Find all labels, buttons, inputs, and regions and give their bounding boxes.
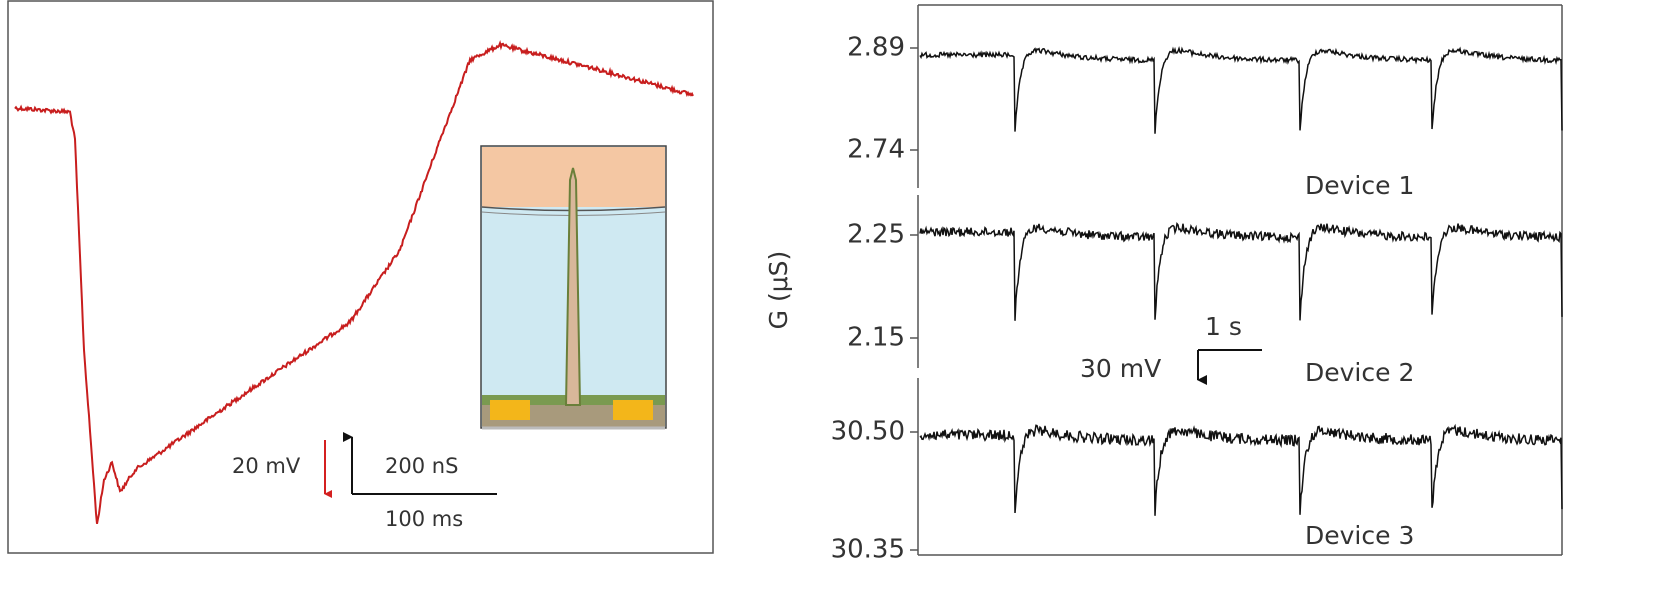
- y-tick-label: 2.89: [847, 33, 905, 63]
- time-label: 1 s: [1205, 312, 1242, 341]
- y-tick-label: 2.25: [847, 220, 905, 250]
- voltage-trace: [14, 39, 694, 524]
- y-axis-label: G (μS): [764, 251, 793, 330]
- y-tick-label: 2.74: [847, 135, 905, 165]
- device-label: Device 2: [1305, 358, 1414, 387]
- device-inset: [480, 145, 667, 430]
- conductance-traces: [919, 46, 1563, 516]
- voltage-label: 30 mV: [1080, 354, 1161, 383]
- voltage-label: 20 mV: [232, 454, 301, 478]
- y-tick-label: 30.50: [831, 417, 905, 447]
- y-tick-label: 30.35: [831, 535, 905, 565]
- conductance-trace: [919, 423, 1563, 516]
- y-tick-label: 2.15: [847, 323, 905, 353]
- y-ticks: 2.89 2.74 2.25 2.15 30.50 30.35: [831, 33, 918, 565]
- device-label: Device 3: [1305, 521, 1414, 550]
- conductance-trace: [919, 221, 1563, 321]
- conductance-label: 200 nS: [385, 454, 458, 478]
- scale-bar: 20 mV 200 nS 100 ms: [232, 432, 497, 531]
- right-panel: G (μS) 2.89 2.74 2.25 2.15 30.50 30.35 Device…: [764, 4, 1563, 565]
- left-panel: 20 mV 200 nS 100 ms: [7, 0, 714, 554]
- device-label: Device 1: [1305, 171, 1414, 200]
- conductance-trace: [919, 46, 1563, 134]
- time-label: 100 ms: [385, 507, 463, 531]
- scale-bar: 1 s 30 mV: [1080, 312, 1262, 385]
